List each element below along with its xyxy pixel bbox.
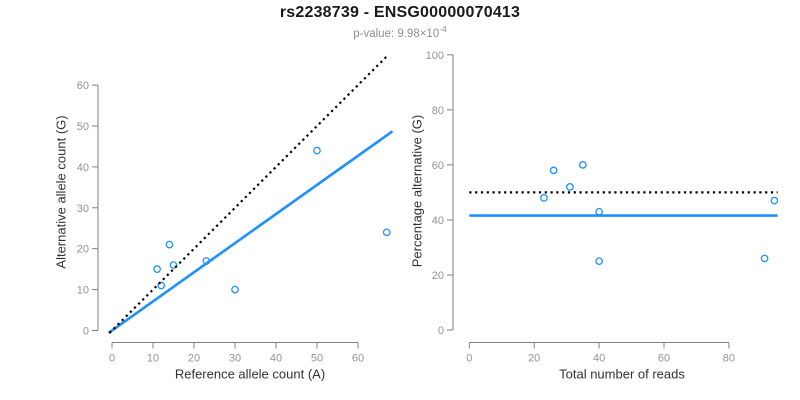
- y-tick-label: 40: [432, 215, 444, 227]
- data-point: [153, 265, 161, 273]
- x-axis-title-right: Total number of reads: [559, 366, 685, 382]
- data-point: [157, 281, 166, 290]
- data-point: [165, 240, 174, 249]
- y-tick-label: 0: [438, 325, 444, 337]
- y-tick-label: 80: [432, 105, 444, 117]
- y-tick-label: 50: [77, 121, 89, 133]
- data-point: [231, 285, 239, 294]
- y-tick-label: 20: [77, 244, 89, 256]
- identity-line: [108, 53, 390, 334]
- x-tick-label: 50: [311, 353, 323, 365]
- data-point: [595, 257, 603, 266]
- x-tick-label: 0: [109, 353, 115, 365]
- pvalue-exponent: -4: [439, 24, 447, 34]
- y-tick-label: 10: [77, 285, 89, 297]
- pvalue-label: p-value:: [353, 27, 398, 40]
- data-point: [595, 207, 603, 216]
- data-point: [549, 166, 558, 175]
- x-tick-label: 40: [270, 353, 282, 365]
- x-tick-label: 60: [658, 353, 670, 365]
- figure-subtitle: p-value: 9.98×10-4: [0, 24, 800, 40]
- data-point: [760, 254, 769, 263]
- y-axis-title-right: Percentage alternative (G): [409, 114, 425, 268]
- data-point: [313, 146, 321, 155]
- y-axis-title-left: Alternative allele count (G): [53, 115, 69, 269]
- x-tick-label: 0: [466, 353, 472, 365]
- regression-line: [107, 130, 394, 335]
- y-tick-label: 0: [83, 326, 89, 338]
- x-tick-label: 10: [147, 353, 159, 365]
- y-tick-label: 100: [426, 50, 444, 62]
- y-tick-label: 60: [77, 80, 89, 92]
- x-tick-label: 20: [188, 353, 200, 365]
- data-point: [169, 261, 178, 269]
- data-point: [770, 196, 779, 205]
- y-tick-label: 40: [77, 162, 89, 174]
- y-tick-label: 60: [432, 160, 444, 172]
- data-point: [566, 183, 574, 191]
- x-tick-label: 60: [352, 353, 364, 365]
- x-tick-label: 30: [229, 353, 241, 365]
- y-tick-label: 20: [432, 270, 444, 282]
- x-tick-label: 20: [528, 353, 540, 365]
- data-point: [540, 194, 548, 202]
- x-axis-title-left: Reference allele count (A): [174, 366, 326, 382]
- x-tick-label: 40: [593, 353, 605, 365]
- y-tick-label: 30: [77, 203, 89, 215]
- data-point: [579, 161, 587, 169]
- figure-title: rs2238739 - ENSG00000070413: [279, 4, 521, 21]
- x-tick-label: 80: [723, 353, 735, 365]
- data-point: [382, 228, 391, 237]
- pvalue-mantissa: 9.98×10: [397, 27, 440, 40]
